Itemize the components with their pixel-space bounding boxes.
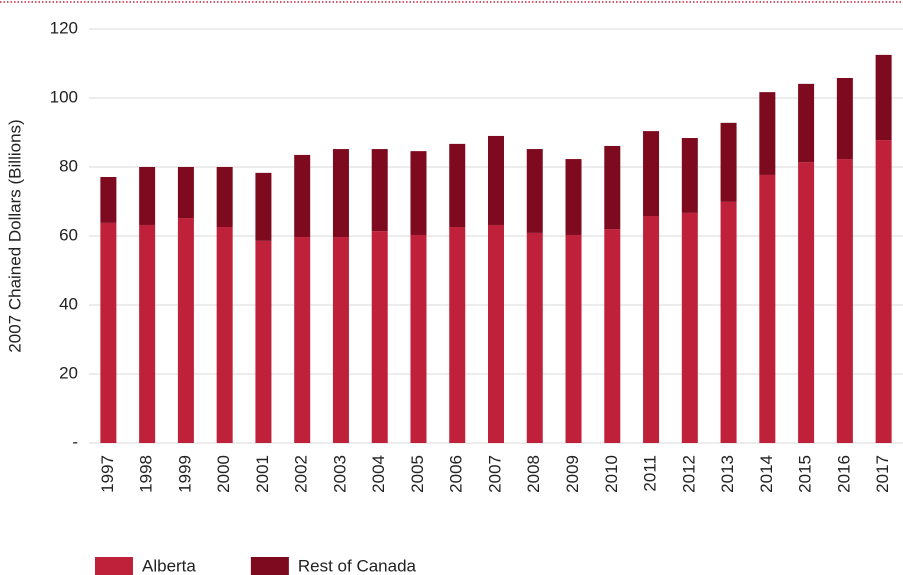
y-tick-label: 80	[59, 156, 78, 175]
bar-segment	[643, 215, 660, 443]
bar-segment	[720, 201, 737, 443]
legend-label: Rest of Canada	[298, 556, 417, 575]
x-tick-label: 2007	[485, 455, 504, 493]
bar-segment	[216, 227, 233, 443]
y-tick-label: 40	[59, 294, 78, 313]
y-tick-label: 120	[50, 18, 78, 37]
bar-segment	[681, 138, 698, 213]
bar-segment	[410, 234, 427, 443]
bar-segment	[875, 140, 892, 443]
y-tick-label: 100	[50, 87, 78, 106]
bar-segment	[875, 54, 892, 141]
bar-segment	[526, 232, 543, 443]
x-tick-label: 2003	[330, 455, 349, 493]
bar-segment	[294, 154, 311, 238]
bar-segment	[139, 224, 156, 443]
bar-segment	[604, 229, 621, 443]
bar-segment	[565, 234, 582, 443]
bar-segment	[449, 143, 466, 228]
bar-segment	[100, 222, 117, 443]
x-tick-label: 1997	[98, 455, 117, 493]
x-tick-label: 2012	[679, 455, 698, 493]
x-tick-label: 2010	[602, 455, 621, 493]
bar-segment	[604, 145, 621, 230]
x-tick-label: 2015	[796, 455, 815, 493]
bar-segment	[294, 237, 311, 443]
bar-segment	[332, 237, 349, 443]
bar-segment	[255, 172, 272, 241]
legend-label: Alberta	[142, 556, 196, 575]
bar-segment	[177, 218, 194, 443]
bar-segment	[216, 167, 233, 228]
bar-segment	[759, 174, 776, 443]
x-tick-label: 2009	[563, 455, 582, 493]
bar-segment	[526, 149, 543, 233]
y-tick-label: 20	[59, 363, 78, 382]
bar-segment	[836, 159, 853, 443]
bar-segment	[371, 231, 388, 443]
x-tick-label: 2016	[834, 455, 853, 493]
x-tick-label: 1998	[137, 455, 156, 493]
x-tick-label: 2011	[641, 455, 660, 492]
bar-segment	[410, 151, 427, 235]
bar-segment	[643, 131, 660, 216]
bar-segment	[759, 92, 776, 175]
legend-swatch	[95, 557, 133, 575]
x-tick-label: 2000	[214, 455, 233, 493]
bar-segment	[836, 77, 853, 160]
x-tick-label: 2005	[408, 455, 427, 493]
bar-segment	[720, 122, 737, 202]
x-tick-label: 2014	[757, 455, 776, 493]
x-tick-label: 1999	[175, 455, 194, 493]
bar-segment	[100, 177, 117, 223]
legend-swatch	[250, 557, 289, 575]
x-tick-label: 2004	[369, 455, 388, 493]
bar-segment	[371, 149, 388, 232]
bar-segment	[139, 167, 156, 225]
x-tick-label: 2002	[292, 455, 311, 493]
x-tick-label: 2017	[873, 455, 892, 493]
bar-segment	[798, 162, 815, 444]
bar-segment	[255, 240, 272, 443]
bar-segment	[681, 212, 698, 443]
bar-segment	[488, 224, 504, 443]
bar-segment	[488, 135, 504, 225]
bar-segment	[798, 83, 815, 163]
x-tick-label: 2013	[718, 455, 737, 493]
bar-segment	[332, 149, 349, 238]
x-tick-label: 2001	[253, 455, 272, 493]
y-tick-label: 60	[59, 225, 78, 244]
y-tick-label: -	[72, 432, 78, 451]
bar-segment	[449, 227, 466, 443]
x-tick-label: 2006	[447, 455, 466, 493]
y-axis-label: 2007 Chained Dollars (Billions)	[5, 119, 24, 352]
bar-segment	[565, 159, 582, 235]
x-tick-label: 2008	[524, 455, 543, 493]
bar-segment	[177, 167, 194, 219]
